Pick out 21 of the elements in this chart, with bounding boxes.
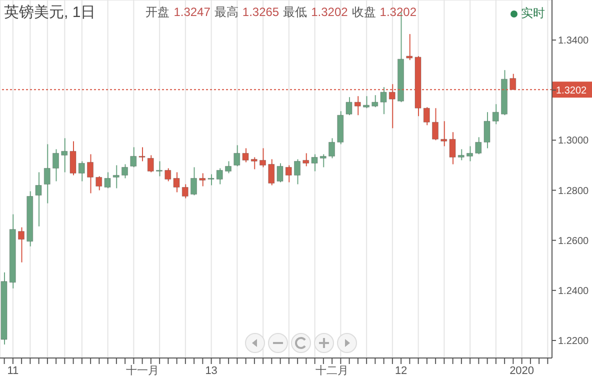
y-tick-label: 1.2200 [558, 336, 590, 348]
x-tick-label: 十二月 [316, 364, 349, 377]
ref-line-label: 1.3202 [556, 86, 588, 97]
candlestick [208, 174, 214, 186]
x-tick-label: 12 [394, 364, 408, 377]
x-tick-label: 十一月 [126, 364, 159, 377]
x-tick-label: 2020 [510, 364, 534, 377]
candlestick [156, 161, 162, 176]
x-tick-label: 11 [7, 364, 19, 377]
candlestick [112, 165, 120, 188]
y-tick-label: 1.2600 [558, 236, 590, 247]
annotation: 开盘 1.3247 最高 1.3265 最低 1.3202 收盘 1.3202 [146, 5, 416, 19]
chart-title: 英镑美元, 1日 [4, 3, 96, 22]
candlestick [440, 121, 448, 146]
y-tick-label: 1.3400 [558, 36, 590, 47]
x-tick-label: 13 [205, 364, 218, 377]
y-tick-label: 1.2400 [558, 286, 590, 297]
y-tick-label: 1.3000 [558, 136, 590, 147]
candlestick [406, 34, 413, 60]
annotation: 实时 [521, 5, 545, 22]
y-tick-label: 1.2800 [558, 186, 590, 197]
